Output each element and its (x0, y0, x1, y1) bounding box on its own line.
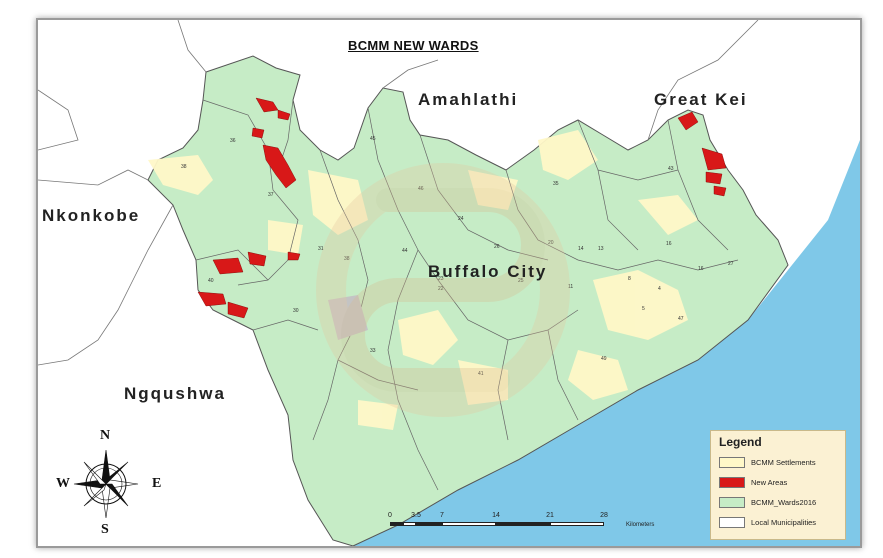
svg-text:49: 49 (601, 356, 607, 362)
svg-text:25: 25 (518, 278, 524, 284)
svg-text:36: 36 (230, 138, 236, 144)
legend-swatch (719, 496, 745, 508)
new-areas (197, 97, 727, 319)
gray-area (328, 295, 368, 340)
scale-segment (442, 522, 496, 526)
svg-text:11: 11 (568, 284, 573, 290)
svg-text:5: 5 (642, 306, 645, 312)
compass-star-icon (73, 449, 139, 519)
svg-text:41: 41 (478, 371, 484, 377)
svg-text:35: 35 (553, 181, 559, 187)
map-frame: 38 36 37 31 38 45 46 24 26 25 22 44 35 2… (36, 18, 862, 548)
svg-text:38: 38 (344, 256, 350, 262)
scale-segment (496, 522, 550, 526)
region-label-great-kei: Great Kei (654, 90, 748, 109)
scale-segment (390, 522, 403, 526)
svg-text:46: 46 (418, 186, 424, 192)
scale-tick: 28 (600, 512, 608, 519)
svg-text:47: 47 (678, 316, 684, 322)
svg-text:30: 30 (293, 308, 299, 314)
svg-text:23: 23 (438, 276, 444, 282)
scale-unit: Kilometers (626, 522, 655, 528)
scale-tick: 21 (546, 512, 554, 519)
legend-item-local-municipalities: Local Municipalities (719, 515, 816, 529)
svg-text:8: 8 (628, 276, 631, 282)
ward-numbers: 38 36 37 31 38 45 46 24 26 25 22 44 35 2… (181, 136, 734, 377)
scale-segment (416, 522, 442, 526)
legend-label: Local Municipalities (751, 517, 817, 527)
compass-north: N (100, 428, 111, 443)
legend-item-new-areas: New Areas (719, 475, 787, 489)
compass-rose: N S E W (46, 428, 166, 540)
legend: Legend BCMM Settlements New Areas BCMM_W… (710, 430, 846, 540)
settlement-areas (148, 130, 698, 430)
svg-text:45: 45 (370, 136, 376, 142)
svg-text:14: 14 (578, 246, 584, 252)
legend-swatch (719, 516, 745, 528)
ward-boundaries (195, 99, 739, 491)
map-title: BCMM NEW WARDS (348, 38, 479, 53)
svg-text:31: 31 (318, 246, 324, 252)
svg-text:37: 37 (268, 192, 274, 198)
legend-item-settlements: BCMM Settlements (719, 455, 816, 469)
scale-segment (403, 522, 416, 526)
svg-text:27: 27 (728, 261, 734, 267)
svg-text:16: 16 (666, 241, 672, 247)
municipal-boundaries (38, 20, 759, 366)
svg-text:40: 40 (208, 278, 214, 284)
region-label-buffalo-city: Buffalo City (428, 262, 548, 281)
region-label-nkonkobe: Nkonkobe (42, 206, 141, 225)
svg-text:43: 43 (668, 166, 674, 172)
legend-item-wards: BCMM_Wards2016 (719, 495, 816, 509)
svg-text:20: 20 (548, 240, 554, 246)
svg-text:24: 24 (458, 216, 464, 222)
region-label-ngqushwa: Ngqushwa (124, 384, 226, 403)
svg-text:38: 38 (181, 164, 187, 170)
scale-tick: 7 (440, 512, 444, 519)
scale-tick: 3.5 (411, 512, 421, 519)
legend-title: Legend (719, 435, 762, 449)
scale-tick: 0 (388, 512, 392, 519)
legend-label: BCMM Settlements (751, 457, 816, 467)
compass-south: S (101, 522, 109, 537)
scale-tick: 14 (492, 512, 500, 519)
svg-text:44: 44 (402, 248, 408, 254)
compass-east: E (152, 476, 162, 491)
svg-text:16: 16 (698, 266, 704, 272)
svg-text:26: 26 (494, 244, 500, 250)
scale-bar: 0 3.5 7 14 21 28 Kilometers (386, 512, 656, 536)
legend-swatch (719, 476, 745, 488)
compass-west: W (56, 476, 70, 491)
svg-text:33: 33 (370, 348, 376, 354)
svg-text:13: 13 (598, 246, 604, 252)
svg-text:4: 4 (658, 286, 661, 292)
legend-swatch (719, 456, 745, 468)
legend-label: BCMM_Wards2016 (751, 497, 817, 507)
svg-text:22: 22 (438, 286, 444, 292)
scale-segment (550, 522, 604, 526)
watermark (316, 163, 570, 417)
region-label-amahlathi: Amahlathi (418, 90, 519, 109)
legend-label: New Areas (751, 477, 788, 487)
